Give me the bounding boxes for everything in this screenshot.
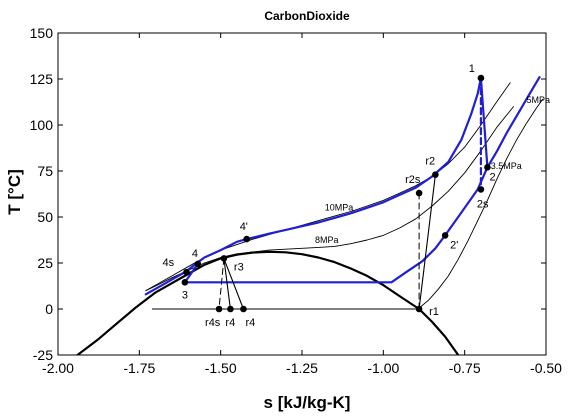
state-point-6 <box>415 189 423 197</box>
state-point-7 <box>181 279 189 286</box>
plot-frame <box>57 32 547 356</box>
x-tick-label-1: -1.75 <box>123 360 155 376</box>
x-tick-label-2: -1.50 <box>205 360 237 376</box>
isobar-label-3: 8MPa <box>315 235 339 245</box>
state-point-label-0: 1 <box>469 63 475 75</box>
state-point-8 <box>194 260 202 268</box>
isobar-labels-layer: 5MPa 3.5MPa 10MPa 8MPa <box>315 95 550 245</box>
state-point-13 <box>227 305 234 313</box>
axes-layer: -2.00 -1.75 -1.50 -1.25 -1.00 -0.75 -0.50 -25 0 2… <box>30 25 563 376</box>
y-tick-label-5: 100 <box>30 117 54 133</box>
state-point-14 <box>240 305 247 313</box>
isobar-label-0: 5MPa <box>526 95 550 105</box>
state-point-3 <box>441 232 449 239</box>
y-tick-label-0: -25 <box>33 347 53 363</box>
series-line-4 <box>418 98 544 309</box>
y-tick-label-1: 0 <box>45 301 53 317</box>
state-point-4 <box>415 305 423 313</box>
series-line-12 <box>223 257 244 310</box>
state-point-2 <box>477 186 485 193</box>
state-point-0 <box>477 74 485 82</box>
state-point-9 <box>183 268 190 276</box>
state-point-label-7: 3 <box>182 289 188 301</box>
series-layer <box>76 76 544 355</box>
x-axis-title: s [kJ/kg-K] <box>264 393 351 412</box>
state-point-label-10: 4' <box>240 221 248 233</box>
state-point-label-11: r3 <box>234 261 244 273</box>
state-point-11 <box>220 255 228 262</box>
chart-title: CarbonDioxide <box>264 9 350 23</box>
y-axis-title: T [°C] <box>5 169 24 215</box>
series-line-7 <box>183 262 199 284</box>
state-point-label-2: 2s <box>477 198 489 210</box>
state-point-label-5: r2 <box>425 156 435 168</box>
state-point-1 <box>484 164 491 171</box>
x-tick-label-6: -0.50 <box>530 360 562 376</box>
state-point-label-12: r4s <box>205 317 221 329</box>
series-line-10 <box>418 174 436 310</box>
state-point-label-6: r2s <box>405 174 421 186</box>
y-tick-label-4: 75 <box>37 163 53 179</box>
x-tick-label-3: -1.25 <box>286 360 318 376</box>
state-point-12 <box>215 305 223 313</box>
series-line-0 <box>76 250 460 355</box>
state-point-label-14: r4 <box>245 317 255 329</box>
isobar-label-2: 10MPa <box>325 203 354 213</box>
state-point-10 <box>243 235 250 243</box>
series-line-13 <box>223 257 231 310</box>
x-tick-label-5: -0.75 <box>449 360 481 376</box>
state-point-label-8: 4 <box>192 248 198 260</box>
state-point-label-13: r4 <box>225 317 235 329</box>
y-tick-label-6: 125 <box>30 71 54 87</box>
x-tick-label-0: -2.00 <box>42 360 74 376</box>
isobar-label-1: 3.5MPa <box>491 161 522 171</box>
state-point-label-4: r1 <box>429 306 439 318</box>
series-line-14 <box>218 257 225 310</box>
state-point-label-9: 4s <box>163 257 175 269</box>
state-point-label-3: 2' <box>450 239 458 251</box>
y-tick-label-7: 150 <box>30 25 54 41</box>
state-point-label-1: 2 <box>489 171 495 183</box>
state-point-5 <box>432 171 439 178</box>
series-line-6 <box>183 76 541 284</box>
y-tick-label-2: 25 <box>37 255 53 271</box>
y-tick-label-3: 50 <box>37 209 53 225</box>
series-line-5 <box>144 77 482 296</box>
x-tick-label-4: -1.00 <box>367 360 399 376</box>
state-points-layer: 1 2 2s 2' r1 r2 r2s 3 4 4s 4' r3 r4s r4 r4 <box>163 63 496 329</box>
series-line-3 <box>145 106 514 292</box>
